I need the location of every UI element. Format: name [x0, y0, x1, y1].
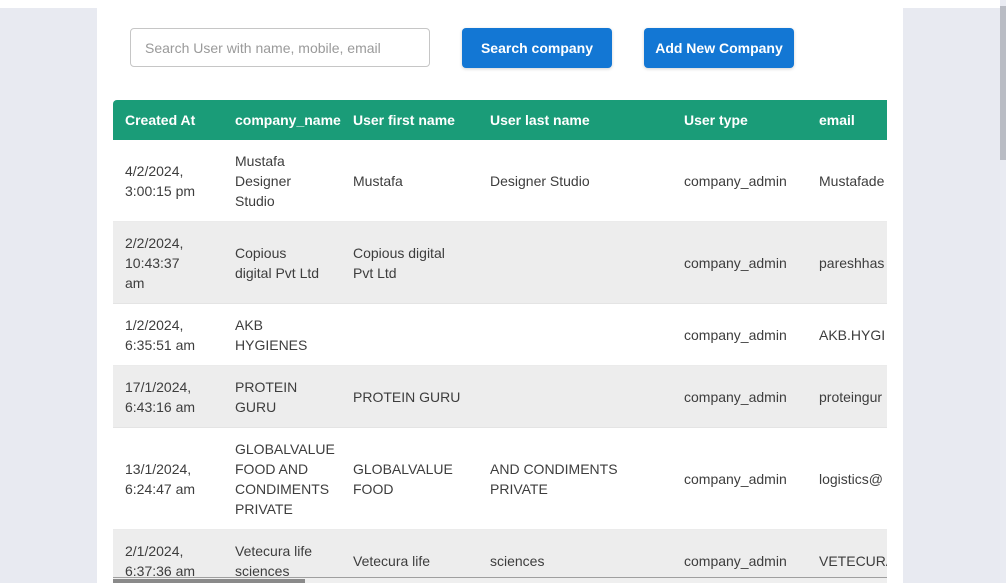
cell-company-name: PROTEIN GURU	[235, 379, 298, 415]
column-header-last-name[interactable]: User last name	[490, 112, 590, 128]
cell-first-name: PROTEIN GURU	[353, 389, 461, 405]
column-header-email[interactable]: email	[819, 112, 855, 128]
table-row[interactable]: 2/1/2024, 6:37:36 am Vetecura life scien…	[113, 530, 887, 577]
table-row[interactable]: 1/2/2024, 6:35:51 am AKB HYGIENES compan…	[113, 304, 887, 366]
cell-company-name: Vetecura life sciences	[235, 543, 313, 577]
table-row[interactable]: 4/2/2024, 3:00:15 pm Mustafa Designer St…	[113, 140, 887, 222]
cell-user-type: company_admin	[684, 327, 787, 343]
users-table: Created At company_name User first name …	[113, 100, 887, 577]
cell-company-name: Copious digital Pvt Ltd	[235, 245, 320, 281]
vertical-scrollbar[interactable]	[1000, 0, 1006, 583]
search-company-button[interactable]: Search company	[462, 28, 612, 68]
table-row[interactable]: 17/1/2024, 6:43:16 am PROTEIN GURU PROTE…	[113, 366, 887, 428]
add-new-company-button[interactable]: Add New Company	[644, 28, 794, 68]
cell-created-at: 17/1/2024, 6:43:16 am	[125, 379, 196, 415]
table-row[interactable]: 13/1/2024, 6:24:47 am GLOBALVALUE FOOD A…	[113, 428, 887, 530]
cell-first-name	[343, 324, 480, 345]
cell-user-type: company_admin	[684, 173, 787, 189]
cell-email: pareshhas	[819, 255, 885, 271]
cell-email: logistics@	[819, 471, 884, 487]
cell-user-type: company_admin	[684, 255, 787, 271]
horizontal-scrollbar[interactable]	[113, 577, 887, 583]
cell-user-type: company_admin	[684, 471, 787, 487]
cell-first-name: Vetecura life	[353, 553, 431, 569]
cell-first-name: Mustafa	[353, 173, 403, 189]
cell-created-at: 2/1/2024, 6:37:36 am	[125, 543, 196, 577]
cell-created-at: 4/2/2024, 3:00:15 pm	[125, 163, 196, 199]
content-card: Search company Add New Company Created A…	[97, 0, 903, 583]
search-input[interactable]	[130, 28, 430, 67]
cell-first-name: GLOBALVALUE FOOD	[353, 461, 453, 497]
cell-email: AKB.HYGI	[819, 327, 886, 343]
table-row[interactable]: 2/2/2024, 10:43:37 am Copious digital Pv…	[113, 222, 887, 304]
cell-email: proteingur	[819, 389, 883, 405]
vertical-scrollbar-thumb[interactable]	[1000, 6, 1006, 160]
cell-company-name: GLOBALVALUE FOOD AND CONDIMENTS PRIVATE	[235, 441, 335, 517]
table-body: 4/2/2024, 3:00:15 pm Mustafa Designer St…	[113, 140, 887, 577]
cell-company-name: Mustafa Designer Studio	[235, 153, 292, 209]
cell-created-at: 1/2/2024, 6:35:51 am	[125, 317, 196, 353]
cell-last-name: sciences	[490, 553, 545, 569]
cell-company-name: AKB HYGIENES	[235, 317, 308, 353]
cell-last-name: AND CONDIMENTS PRIVATE	[490, 461, 618, 497]
cell-last-name	[480, 252, 674, 273]
horizontal-scrollbar-thumb[interactable]	[113, 579, 305, 583]
cell-email: VETECURA	[819, 553, 887, 569]
cell-last-name: Designer Studio	[490, 173, 590, 189]
column-header-company-name[interactable]: company_name	[235, 112, 341, 128]
cell-created-at: 13/1/2024, 6:24:47 am	[125, 461, 196, 497]
cell-last-name	[480, 324, 674, 345]
cell-user-type: company_admin	[684, 553, 787, 569]
cell-user-type: company_admin	[684, 389, 787, 405]
column-header-created-at[interactable]: Created At	[125, 112, 196, 128]
cell-created-at: 2/2/2024, 10:43:37 am	[125, 235, 184, 291]
column-header-user-type[interactable]: User type	[684, 112, 748, 128]
table-header: Created At company_name User first name …	[113, 100, 887, 140]
column-header-first-name[interactable]: User first name	[353, 112, 455, 128]
cell-email: Mustafade	[819, 173, 885, 189]
cell-last-name	[480, 386, 674, 407]
cell-first-name: Copious digital Pvt Ltd	[353, 245, 445, 281]
